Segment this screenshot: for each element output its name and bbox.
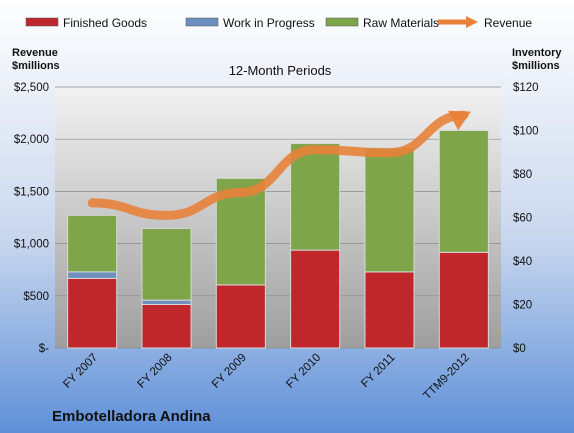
right-tick-label: $40 (513, 256, 532, 268)
revenue-line-group (87, 110, 471, 220)
bar-segment (141, 227, 192, 301)
left-tick-label: $2,500 (14, 82, 49, 94)
legend-label: Raw Materials (363, 16, 439, 30)
left-tick-label: $2,000 (14, 134, 49, 146)
right-axis-ticks: $0 $20 $40 $60 $80 $100 $120 (513, 82, 539, 355)
bar-segment (141, 299, 192, 305)
left-tick-label: $1,000 (14, 239, 49, 251)
right-tick-label: $100 (513, 126, 539, 138)
right-axis-title-line2: $millions (512, 60, 560, 72)
right-tick-label: $60 (513, 213, 532, 225)
left-tick-label: $1,500 (14, 186, 49, 198)
right-tick-label: $120 (513, 82, 539, 94)
legend: Finished Goods Work in Progress Raw Materi… (25, 16, 532, 30)
legend-swatch (185, 17, 219, 27)
legend-label: Work in Progress (223, 16, 315, 30)
bar-segment (290, 249, 341, 349)
legend-item: Work in Progress (185, 16, 315, 30)
company-name: Embotelladora Andina (52, 408, 211, 425)
left-axis-title-line1: Revenue (12, 47, 58, 59)
bar-segment (67, 277, 118, 349)
legend-label: Finished Goods (63, 16, 147, 30)
left-axis-title-line2: $millions (12, 60, 60, 72)
legend-swatch (325, 17, 359, 27)
bar-segment (290, 143, 341, 251)
left-tick-label: $500 (23, 291, 49, 303)
legend-label: Revenue (484, 16, 532, 30)
bar-segment (364, 271, 415, 349)
legend-item: Revenue (438, 16, 532, 30)
legend-item: Finished Goods (25, 16, 147, 30)
bar-segment (215, 284, 266, 349)
right-tick-label: $20 (513, 300, 532, 312)
left-tick-label: $- (39, 343, 49, 355)
bar-segment (438, 251, 489, 349)
bar-segment (364, 147, 415, 273)
bars (67, 130, 489, 349)
legend-item: Raw Materials (325, 16, 439, 30)
revenue-arrowhead (448, 110, 471, 131)
right-tick-label: $80 (513, 169, 532, 181)
bar-segment (67, 214, 118, 273)
left-axis-ticks: $- $500 $1,000 $1,500 $2,000 $2,500 (14, 82, 49, 355)
right-tick-label: $0 (513, 343, 526, 355)
bar-segment (141, 304, 192, 349)
revenue-line (87, 110, 469, 220)
legend-swatch (25, 17, 59, 27)
bar-segment (67, 271, 118, 279)
bar-segment (438, 130, 489, 253)
right-axis-title-line1: Inventory (512, 47, 562, 59)
chart-subtitle: 12-Month Periods (229, 63, 332, 78)
arrow-icon (466, 16, 478, 28)
